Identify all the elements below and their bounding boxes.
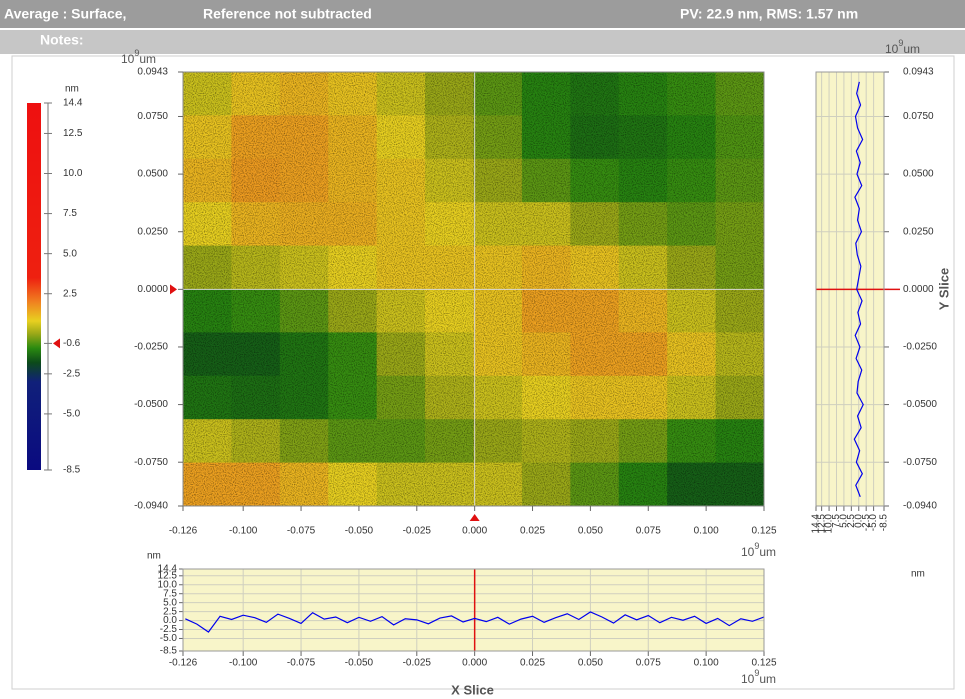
x-tick-label: -0.126 xyxy=(169,658,198,669)
y-tick-label: 0.0943 xyxy=(903,67,934,78)
colorbar xyxy=(27,103,41,470)
colorbar-label: nm xyxy=(65,84,79,95)
y-tick-label: -0.0250 xyxy=(134,342,168,353)
unit-name: um xyxy=(759,545,776,559)
unit-base: 10 xyxy=(741,672,755,686)
x-tick-label: -0.050 xyxy=(345,526,374,537)
x-tick-label: -0.100 xyxy=(229,526,258,537)
unit-name: um xyxy=(759,672,776,686)
x-tick-label: 0.075 xyxy=(636,526,661,537)
x-tick-label: -0.075 xyxy=(287,526,316,537)
x-tick-label: 0.025 xyxy=(520,658,545,669)
x-tick-label: 0.025 xyxy=(520,526,545,537)
header-reference: Reference not subtracted xyxy=(203,6,372,22)
header-stats: PV: 22.9 nm, RMS: 1.57 nm xyxy=(680,6,858,22)
notes-label: Notes: xyxy=(40,32,84,48)
y-tick-label: -0.0940 xyxy=(134,501,168,512)
y-tick-label: -0.0940 xyxy=(903,501,937,512)
y-tick-label: -0.0750 xyxy=(134,457,168,468)
x-tick-label: 0.000 xyxy=(462,526,487,537)
unit-base: 10 xyxy=(741,545,755,559)
x-tick-label: -0.025 xyxy=(403,658,432,669)
colorbar-tick-label: 2.5 xyxy=(63,288,77,299)
unit-base: 10 xyxy=(885,42,899,56)
x-tick-label: -0.075 xyxy=(287,658,316,669)
y-tick-label: 0.0500 xyxy=(903,169,934,180)
x-tick-label: 0.000 xyxy=(462,658,487,669)
y-axis-label: nm xyxy=(147,551,161,562)
y-tick-label: 0.0750 xyxy=(137,111,168,122)
colorbar-tick-label: 12.5 xyxy=(63,128,83,139)
x-tick-label: 0.125 xyxy=(751,658,776,669)
y-tick-label: 0.0250 xyxy=(137,226,168,237)
y-tick-label: -5.0 xyxy=(160,633,178,644)
x-axis-label: nm xyxy=(911,569,925,580)
colorbar-tick-label: -5.0 xyxy=(63,409,81,420)
x-tick-label: -0.100 xyxy=(229,658,258,669)
y-tick-label: 0.0000 xyxy=(903,284,934,295)
colorbar-tick-label: 14.4 xyxy=(63,98,83,109)
chart-title: Y Slice xyxy=(936,268,951,310)
colorbar-tick-label: 10.0 xyxy=(63,168,83,179)
x-tick-label: 0.050 xyxy=(578,658,603,669)
y-tick-label: -0.0500 xyxy=(134,399,168,410)
y-tick-label: -0.0250 xyxy=(903,342,937,353)
header-title: Average : Surface, xyxy=(4,6,126,22)
x-tick-label: -5.0 xyxy=(868,514,879,532)
x-tick-label: 0.100 xyxy=(694,658,719,669)
colorbar-tick-label: -0.6 xyxy=(63,338,81,349)
y-tick-label: 0.0500 xyxy=(137,169,168,180)
x-tick-label: 0.100 xyxy=(694,526,719,537)
colorbar-tick-label: -8.5 xyxy=(63,465,81,476)
x-tick-label: 0.125 xyxy=(751,526,776,537)
unit-name: um xyxy=(903,42,920,56)
x-tick-label: 0.050 xyxy=(578,526,603,537)
y-tick-label: 0.0250 xyxy=(903,226,934,237)
y-tick-label: 0.0943 xyxy=(137,67,168,78)
unit-base: 10 xyxy=(121,52,135,66)
x-tick-label: -0.126 xyxy=(169,526,198,537)
colorbar-tick-label: -2.5 xyxy=(63,368,81,379)
y-tick-label: 0.0750 xyxy=(903,111,934,122)
y-tick-label: -0.0750 xyxy=(903,457,937,468)
unit-name: um xyxy=(139,52,156,66)
colorbar-tick-label: 7.5 xyxy=(63,208,77,219)
y-tick-label: -8.5 xyxy=(160,646,178,657)
notes-bar xyxy=(0,30,965,54)
y-tick-label: -0.0500 xyxy=(903,399,937,410)
y-tick-label: 0.0000 xyxy=(137,284,168,295)
x-tick-label: -0.025 xyxy=(403,526,432,537)
chart-title: X Slice xyxy=(451,682,494,697)
x-tick-label: -0.050 xyxy=(345,658,374,669)
colorbar-tick-label: 5.0 xyxy=(63,248,77,259)
x-tick-label: -8.5 xyxy=(879,514,890,532)
x-tick-label: 0.075 xyxy=(636,658,661,669)
